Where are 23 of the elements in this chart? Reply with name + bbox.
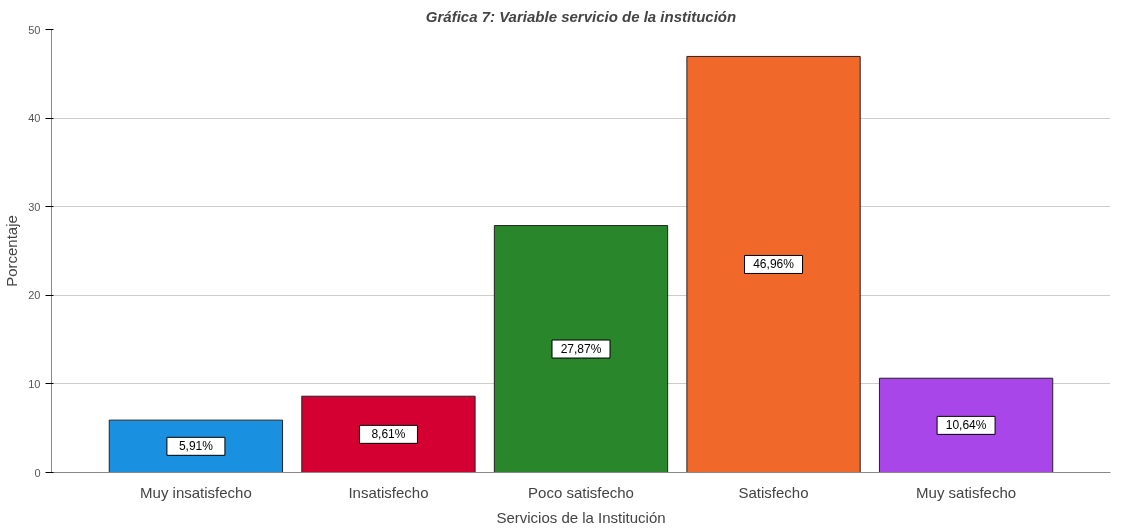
x-tick-label: Satisfecho	[738, 483, 809, 501]
data-label: 27,87%	[560, 342, 602, 357]
bar	[878, 377, 1054, 473]
y-tick-label: 20	[28, 289, 41, 302]
chart-title: Gráfica 7: Variable servicio de la institución	[425, 7, 737, 25]
x-axis-title: Servicios de la Institución	[496, 508, 666, 526]
x-tick-label: Poco satisfecho	[528, 483, 634, 501]
x-tick-label: Muy satisfecho	[916, 483, 1017, 501]
y-tick-label: 30	[28, 200, 41, 213]
data-label: 10,64%	[945, 418, 987, 433]
y-tick-label: 10	[28, 377, 41, 390]
x-tick-label: Muy insatisfecho	[140, 483, 252, 501]
y-tick-label: 0	[34, 466, 41, 479]
y-tick-label: 50	[28, 23, 41, 36]
data-label: 46,96%	[753, 257, 795, 272]
x-tick-label: Insatisfecho	[348, 483, 429, 501]
y-axis-title: Porcentaje	[3, 215, 21, 287]
bar	[493, 225, 669, 473]
bar	[686, 55, 861, 473]
y-tick-label: 40	[28, 112, 41, 125]
bar	[301, 395, 476, 473]
data-label: 5,91%	[178, 439, 214, 454]
data-label: 8,61%	[371, 427, 406, 442]
